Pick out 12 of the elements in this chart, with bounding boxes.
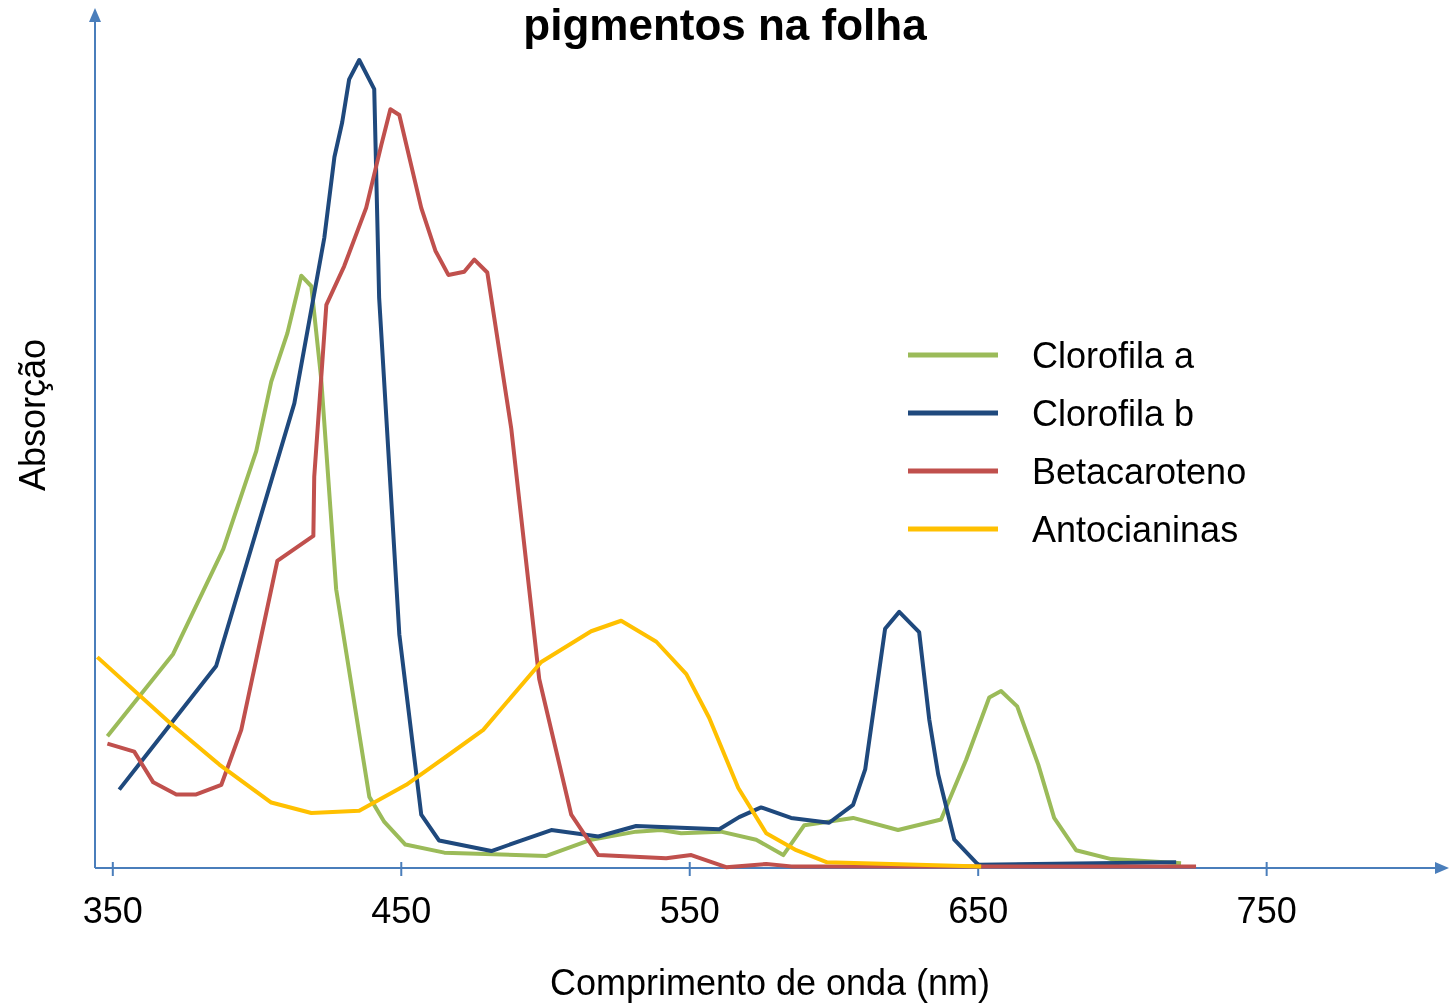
x-tick-label: 350: [82, 889, 143, 931]
x-tick-label: 650: [948, 889, 1009, 931]
x-tick-label: 450: [371, 889, 432, 931]
chart-title: pigmentos na folha: [523, 0, 928, 49]
legend-label: Antocianinas: [1032, 508, 1239, 550]
legend-label: Clorofila b: [1032, 392, 1195, 434]
x-tick-label: 550: [659, 889, 720, 931]
x-axis-title: Comprimento de onda (nm): [549, 962, 991, 1003]
y-axis-title: Absorção: [12, 338, 53, 492]
legend-label: Betacaroteno: [1032, 450, 1247, 492]
x-tick-label: 750: [1236, 889, 1297, 931]
legend-label: Clorofila a: [1032, 334, 1196, 376]
